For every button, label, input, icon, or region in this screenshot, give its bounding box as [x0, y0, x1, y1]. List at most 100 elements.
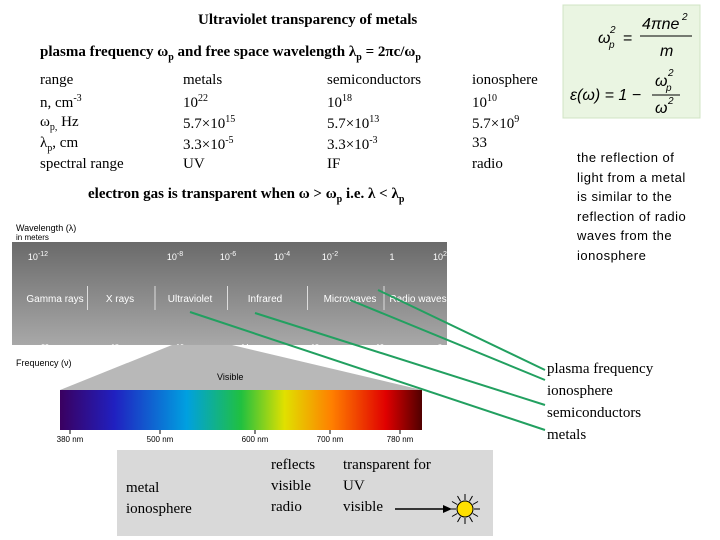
text: radio — [472, 156, 503, 172]
legend-item: ionosphere — [547, 384, 613, 399]
text: p — [168, 52, 174, 63]
text: 10 — [31, 345, 41, 355]
row-label: ωp, Hz — [40, 115, 79, 133]
box-text: transparent for — [343, 458, 431, 473]
formula-text: p — [608, 40, 615, 51]
text: metals — [547, 427, 587, 443]
table-header: range — [40, 73, 73, 88]
text: and free space wavelength λ — [173, 44, 357, 60]
text: 10 — [28, 252, 38, 262]
band-label: Microwaves — [324, 294, 377, 305]
band-label: X rays — [106, 294, 134, 305]
table-cell: 5.7×109 — [472, 115, 519, 132]
band-label: Ultraviolet — [168, 294, 213, 305]
tick-label: 10-6 — [220, 251, 236, 262]
table-header: ionosphere — [472, 73, 538, 88]
text: 10 — [376, 344, 384, 351]
heading: plasma frequency ωp and free space wavel… — [40, 45, 421, 63]
text: 2 — [443, 251, 447, 258]
formula-text: p — [665, 83, 672, 94]
text: waves from the — [577, 228, 673, 243]
tick-label: 10-4 — [274, 251, 290, 262]
tick-label: 102 — [433, 251, 447, 262]
row-label: n, cm-3 — [40, 94, 82, 111]
pointer — [377, 289, 546, 371]
title: Ultraviolet transparency of metals — [198, 13, 417, 28]
box-text: metal — [126, 481, 159, 496]
table-cell: IF — [327, 157, 340, 172]
visible-spectrum — [60, 390, 422, 430]
formula-box — [562, 4, 701, 119]
text: ionosphere — [547, 383, 613, 399]
sun-ray — [469, 516, 473, 523]
text: 3.3×10 — [183, 137, 226, 153]
text: 14 — [241, 344, 249, 351]
formula-text: ω — [655, 100, 667, 117]
text: 8 — [438, 344, 442, 351]
formula-text: 2 — [681, 12, 688, 23]
legend-item: metals — [547, 428, 586, 443]
band-label: Radio waves — [389, 294, 446, 305]
box-text: radio — [271, 500, 302, 515]
table-cell: radio — [472, 157, 503, 172]
text: -3 — [73, 93, 82, 104]
text: p — [336, 194, 343, 205]
text: λ — [40, 135, 48, 151]
sun-ray — [472, 513, 479, 517]
text: semiconductors — [327, 72, 422, 88]
text: p — [415, 52, 421, 63]
text: -2 — [332, 251, 338, 258]
text: -3 — [369, 135, 378, 146]
table-cell: 33 — [472, 136, 487, 151]
text: -4 — [284, 251, 290, 258]
table-cell: 1022 — [183, 94, 208, 111]
tick-label: 600 nm — [242, 435, 269, 444]
note-line: ionosphere — [577, 249, 646, 262]
band-label: Infrared — [248, 294, 282, 305]
text: 9 — [514, 114, 520, 125]
formula-text: 2 — [667, 96, 674, 107]
table-cell: 1018 — [327, 94, 352, 111]
formula-text: 4πne — [642, 16, 680, 33]
table-cell: UV — [183, 157, 205, 172]
pointer — [349, 299, 546, 381]
text: ionosphere — [472, 72, 538, 88]
sun-ray — [457, 495, 461, 502]
text: 1 — [389, 252, 394, 262]
box-text: reflects — [271, 458, 315, 473]
text: 10 — [101, 345, 111, 355]
text: 3.3×10 — [327, 137, 370, 153]
tick-label: 1020 — [31, 344, 49, 355]
note-line: the reflection of — [577, 151, 674, 164]
text: 22 — [198, 93, 208, 104]
text: n, cm — [40, 95, 74, 111]
text: 10 — [220, 252, 230, 262]
tick-label: 1 — [389, 252, 394, 262]
text: -5 — [225, 135, 234, 146]
text: 10 — [472, 95, 487, 111]
text: spectral range — [40, 156, 124, 172]
row-label: spectral range — [40, 157, 124, 172]
text: 5.7×10 — [327, 116, 370, 132]
text: -6 — [230, 251, 236, 258]
text: 20 — [41, 344, 49, 351]
text: p — [398, 194, 405, 205]
tick-label: 500 nm — [147, 435, 174, 444]
text: = 2πc/ω — [361, 44, 416, 60]
tick-label: 10-2 — [322, 251, 338, 262]
tick-label: 1018 — [101, 344, 119, 355]
text: -12 — [38, 251, 48, 258]
label: Visible — [217, 372, 243, 382]
note-line: is similar to the — [577, 190, 672, 203]
box-text: visible — [271, 479, 311, 494]
text: light from a metal — [577, 169, 686, 185]
tick-label: 780 nm — [387, 435, 414, 444]
condition: electron gas is transparent when ω > ωp … — [88, 187, 404, 205]
text: the reflection of — [577, 150, 675, 165]
table-header: semiconductors — [327, 73, 421, 88]
text: IF — [327, 156, 341, 172]
formula-text: = — [623, 30, 632, 47]
formula-text: ω — [655, 73, 667, 90]
